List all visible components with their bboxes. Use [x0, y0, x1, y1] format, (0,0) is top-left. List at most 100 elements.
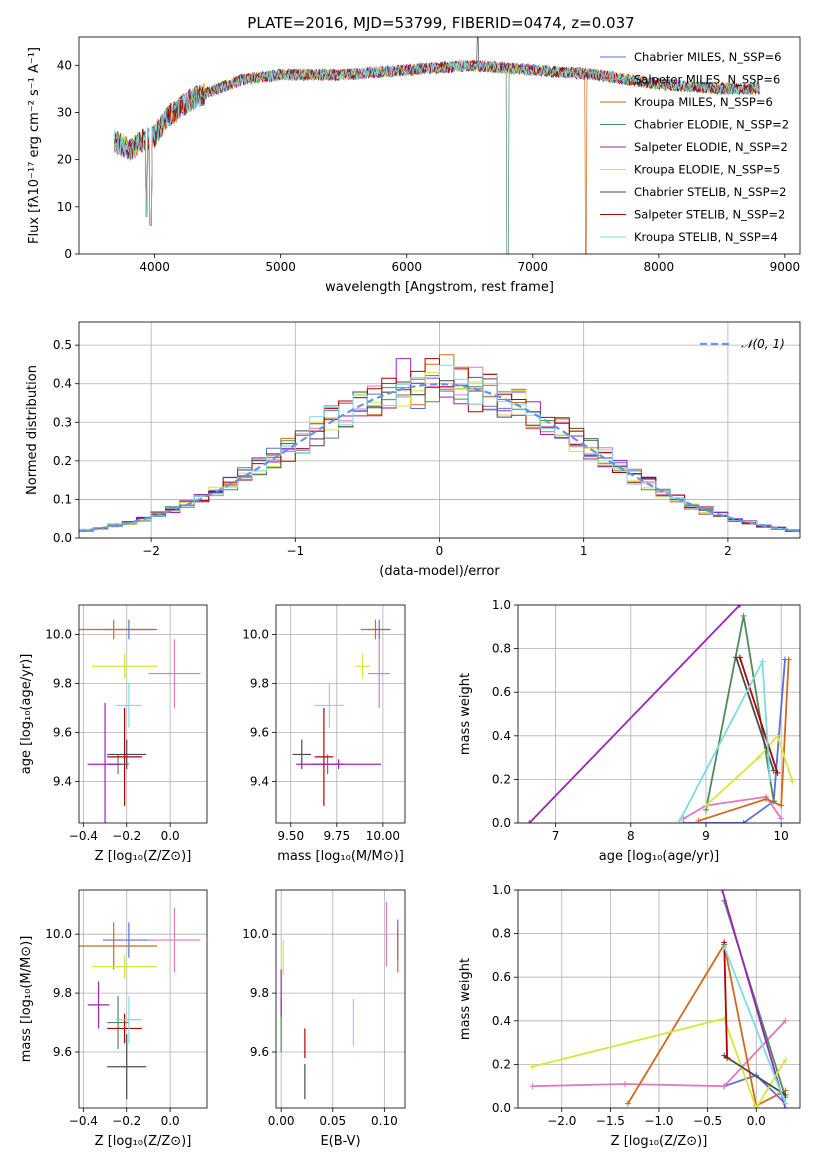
y-tick-label: 0.3 [53, 415, 72, 429]
y-tick-label: 9.8 [53, 986, 72, 1000]
x-tick-label: −0.4 [69, 829, 98, 843]
weight-marker [774, 769, 781, 776]
x-tick-label: −1.5 [596, 1114, 625, 1128]
y-tick-label: 40 [57, 58, 72, 72]
y-tick-label: 0.2 [492, 1057, 511, 1071]
x-tick-label: 9 [702, 829, 710, 843]
weight-marker [721, 1083, 728, 1090]
x-tick-label: 0.0 [161, 829, 180, 843]
x-axis-label: (data-model)/error [379, 564, 500, 579]
y-tick-label: 0.6 [492, 970, 511, 984]
y-tick-label: 0.0 [492, 1101, 511, 1115]
y-tick-label: 10.0 [45, 627, 72, 641]
axes-frame [78, 889, 208, 1109]
y-tick-label: 0 [64, 247, 72, 261]
weight-marker [770, 767, 777, 774]
x-tick-label: −0.5 [693, 1114, 722, 1128]
legend-label: 𝒩(0, 1) [741, 337, 785, 351]
plot-background [276, 605, 405, 823]
weight-marker [753, 1105, 760, 1108]
weight-series [723, 942, 728, 1058]
y-axis-label: mass weight [458, 958, 473, 1040]
weight-series [723, 1054, 786, 1096]
axes-frame [78, 604, 208, 824]
axes-frame [78, 36, 801, 255]
legend-label: Kroupa ELODIE, N_SSP=5 [634, 163, 780, 177]
y-axis-label: Flux [fλ10⁻¹⁷ erg cm⁻² s⁻¹ A⁻¹] [27, 47, 42, 244]
y-tick-label: 10.0 [242, 927, 269, 941]
x-axis-label: Z [log₁₀(Z/Z⊙)] [95, 849, 192, 864]
weight-series [532, 1017, 787, 1108]
y-tick-label: 20 [57, 153, 72, 167]
weight-marker [782, 1100, 789, 1107]
x-tick-label: 1 [580, 544, 588, 558]
weight-marker [778, 802, 785, 809]
weight-marker [703, 802, 709, 809]
plot-background [79, 37, 800, 254]
weight-marker [736, 654, 743, 661]
axes-frame [275, 889, 406, 1109]
y-axis-label: mass weight [458, 673, 473, 755]
weight-series [627, 942, 786, 1108]
y-tick-label: 9.8 [250, 986, 269, 1000]
y-tick-label: 9.4 [250, 774, 269, 788]
x-tick-label: −0.4 [69, 1114, 98, 1128]
y-tick-label: 1.0 [492, 598, 511, 612]
weight-marker [740, 820, 747, 823]
y-tick-label: 0.4 [492, 729, 511, 743]
x-tick-label: 8000 [644, 260, 675, 274]
legend-label: Salpeter STELIB, N_SSP=2 [634, 208, 785, 222]
y-tick-label: 9.6 [53, 1045, 72, 1059]
weight-marker [736, 605, 743, 608]
x-tick-label: 4000 [139, 260, 170, 274]
weight-marker [624, 1100, 631, 1107]
x-tick-label: 5000 [265, 260, 296, 274]
y-tick-label: 0.5 [53, 338, 72, 352]
x-axis-label: mass [log₁₀(M/M⊙)] [277, 849, 404, 864]
y-tick-label: 9.4 [53, 774, 72, 788]
y-tick-label: 9.6 [250, 725, 269, 739]
weight-marker [759, 658, 766, 665]
residuals-histogram: −2 −1 0 1 2 0.0 0.1 0.2 0.3 0.4 0.5 (data-model)/er… [25, 321, 801, 579]
y-axis-label: mass [log₁₀(M/M⊙)] [19, 936, 34, 1063]
x-tick-label: 7000 [518, 260, 549, 274]
gaussian-curve [79, 382, 800, 533]
legend-label: Salpeter ELODIE, N_SSP=2 [634, 140, 788, 154]
x-tick-label: −2 [142, 544, 160, 558]
weight-marker [763, 796, 770, 803]
age-vs-metallicity-chart: −0.4 −0.2 0.0 9.4 9.6 9.8 10.0 Z [log₁₀(Z/Z⊙)] a… [19, 604, 208, 864]
x-tick-label: 2 [724, 544, 732, 558]
x-tick-label: 0 [436, 544, 444, 558]
y-tick-label: 0.1 [53, 492, 72, 506]
x-axis-label: wavelength [Angstrom, rest frame] [325, 280, 554, 295]
weight-vs-age-chart: 7 8 9 10 0.0 0.2 0.4 0.6 0.8 1.0 age [log₁₀(age/yr… [458, 598, 801, 864]
x-tick-label: −1 [286, 544, 304, 558]
x-tick-label: 0.0 [747, 1114, 766, 1128]
y-tick-label: 0.2 [53, 454, 72, 468]
weight-series [723, 946, 787, 1104]
histogram-step [79, 364, 800, 533]
y-tick-label: 0.8 [492, 642, 511, 656]
x-axis-label: age [log₁₀(age/yr)] [599, 849, 720, 864]
y-tick-label: 0.4 [492, 1014, 511, 1028]
y-tick-label: 0.0 [492, 816, 511, 830]
x-tick-label: 9000 [770, 260, 801, 274]
y-tick-label: 0.6 [492, 685, 511, 699]
y-tick-label: 0.2 [492, 772, 511, 786]
weight-marker [782, 1057, 789, 1064]
axes-frame [275, 604, 406, 824]
weight-series [532, 1020, 787, 1088]
x-tick-label: 10.00 [366, 829, 400, 843]
x-tick-label: 9.75 [323, 829, 350, 843]
plot-background [79, 890, 207, 1108]
y-tick-label: 0.0 [53, 531, 72, 545]
legend-label: Chabrier ELODIE, N_SSP=2 [634, 118, 789, 132]
x-axis-label: Z [log₁₀(Z/Z⊙)] [611, 1134, 708, 1149]
weight-marker [789, 778, 796, 785]
weight-marker [721, 943, 728, 950]
y-tick-label: 1.0 [492, 883, 511, 897]
x-tick-label: −2.0 [547, 1114, 576, 1128]
y-tick-label: 30 [57, 105, 72, 119]
weight-marker [740, 612, 747, 619]
